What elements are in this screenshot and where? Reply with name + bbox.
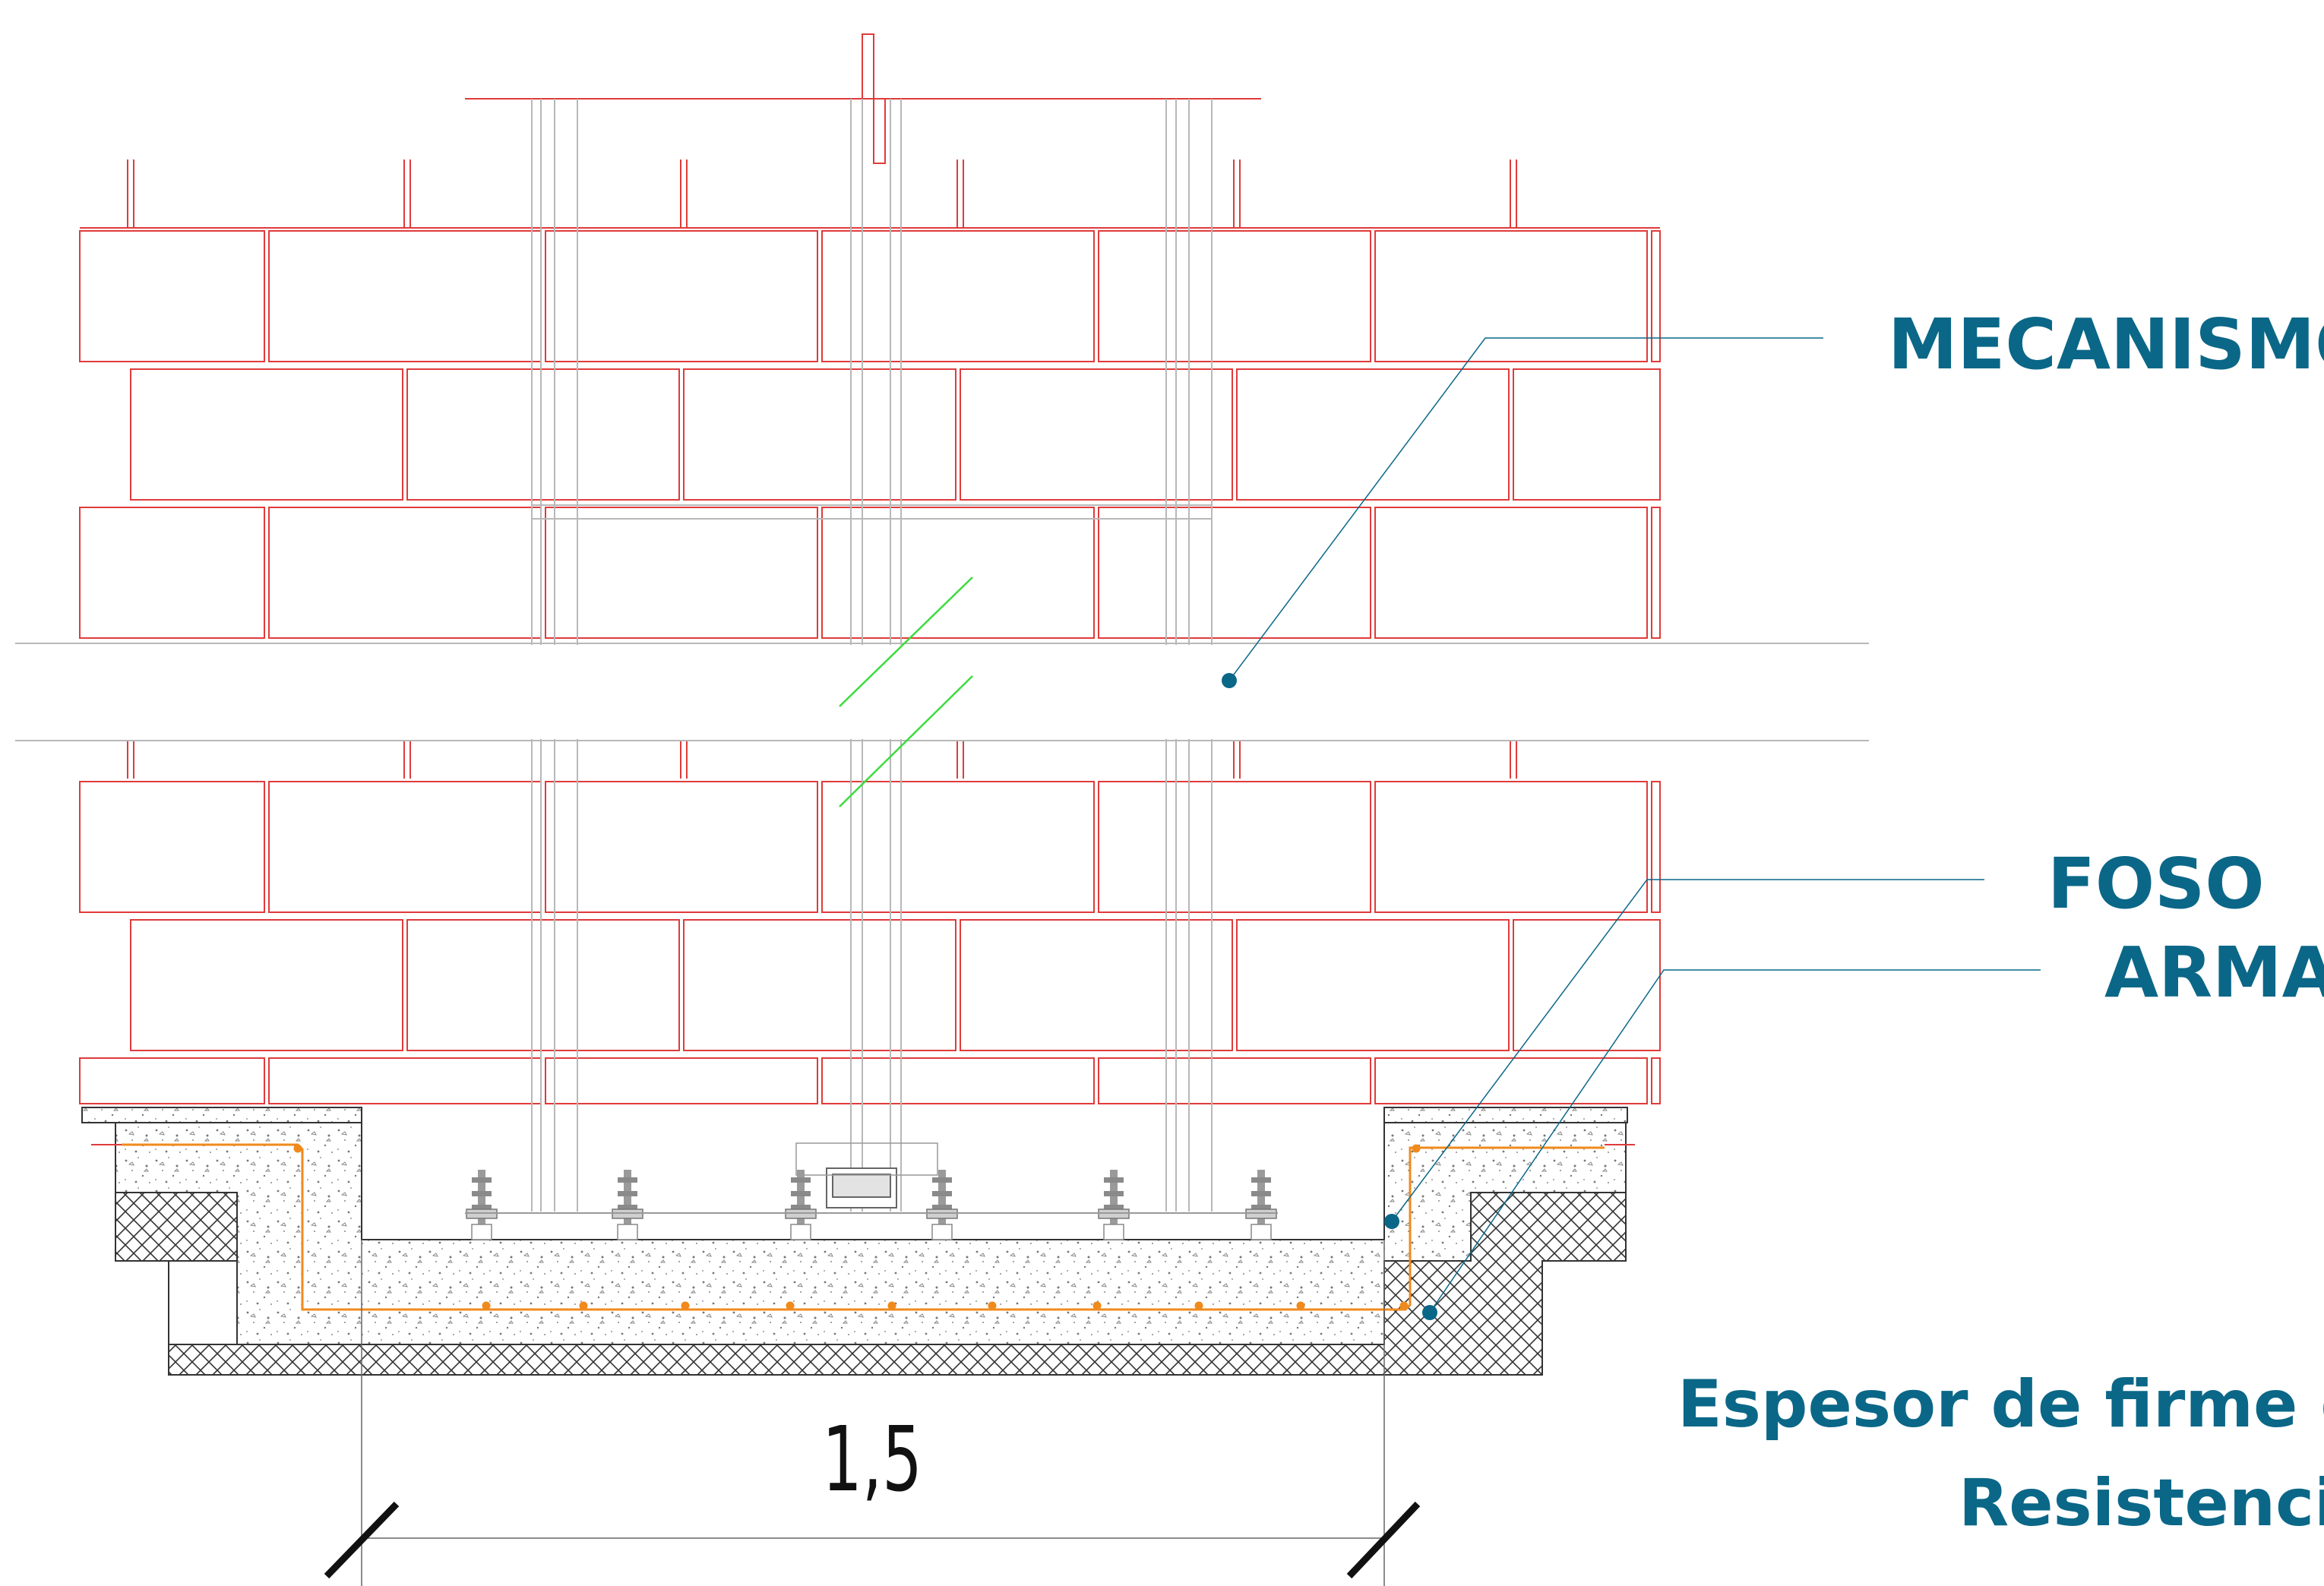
brick — [406, 919, 680, 1051]
label-espesor: Espesor de firme d — [1677, 1366, 2324, 1442]
brick — [268, 507, 542, 639]
brick — [1651, 1057, 1661, 1104]
brick — [545, 230, 818, 362]
leader-dot-armado — [1422, 1305, 1437, 1320]
brick — [1513, 919, 1661, 1051]
brick — [1236, 919, 1510, 1051]
brick — [1651, 781, 1661, 913]
brick — [1098, 781, 1371, 913]
brick — [683, 368, 956, 501]
brick — [1098, 507, 1371, 639]
label-foso: FOSO — [2047, 843, 2265, 924]
brick — [821, 507, 1095, 639]
break-lines — [1, 577, 2324, 807]
leader-foso — [1391, 879, 1984, 1222]
dimension-value: 1,5 — [822, 1407, 922, 1512]
brick — [406, 368, 680, 501]
brick — [960, 919, 1233, 1051]
dimension-1-5: 1,5 — [324, 1240, 1421, 1586]
floor-slab-right — [1383, 1107, 1628, 1123]
brick — [545, 1057, 818, 1104]
leader-lines — [1228, 337, 2041, 1313]
brick — [821, 1057, 1095, 1104]
brick — [1098, 230, 1371, 362]
concrete-pit-body — [115, 1122, 1627, 1345]
leader-dot-foso — [1384, 1214, 1399, 1229]
brick — [1374, 781, 1648, 913]
brick — [821, 781, 1095, 913]
brick — [130, 368, 403, 501]
pit-section — [81, 1107, 1635, 1376]
brick — [1651, 230, 1661, 362]
brick — [79, 230, 265, 362]
leader-dot-mecanismo — [1222, 673, 1237, 688]
leader-mecanismo — [1228, 337, 1823, 681]
brick — [1651, 507, 1661, 639]
brick — [1236, 368, 1510, 501]
brick — [1374, 1057, 1648, 1104]
label-armado: ARMAD — [2104, 932, 2324, 1013]
label-resistencia: Resistencia — [1959, 1465, 2324, 1541]
brick — [1098, 1057, 1371, 1104]
label-mecanismo: MECANISMO — [1888, 304, 2324, 385]
brick — [268, 781, 542, 913]
brick — [268, 1057, 542, 1104]
brick — [821, 230, 1095, 362]
brick — [1374, 230, 1648, 362]
brick — [960, 368, 1233, 501]
brick-wall — [79, 33, 1661, 1104]
brick — [130, 919, 403, 1051]
brick — [79, 507, 265, 639]
brick — [1374, 507, 1648, 639]
leader-armado — [1429, 969, 2041, 1313]
brick — [268, 230, 542, 362]
brick — [79, 781, 265, 913]
brick — [79, 1057, 265, 1104]
floor-slab-left — [81, 1107, 362, 1123]
brick — [1513, 368, 1661, 501]
brick — [545, 507, 818, 639]
brick — [683, 919, 956, 1051]
brick — [545, 781, 818, 913]
